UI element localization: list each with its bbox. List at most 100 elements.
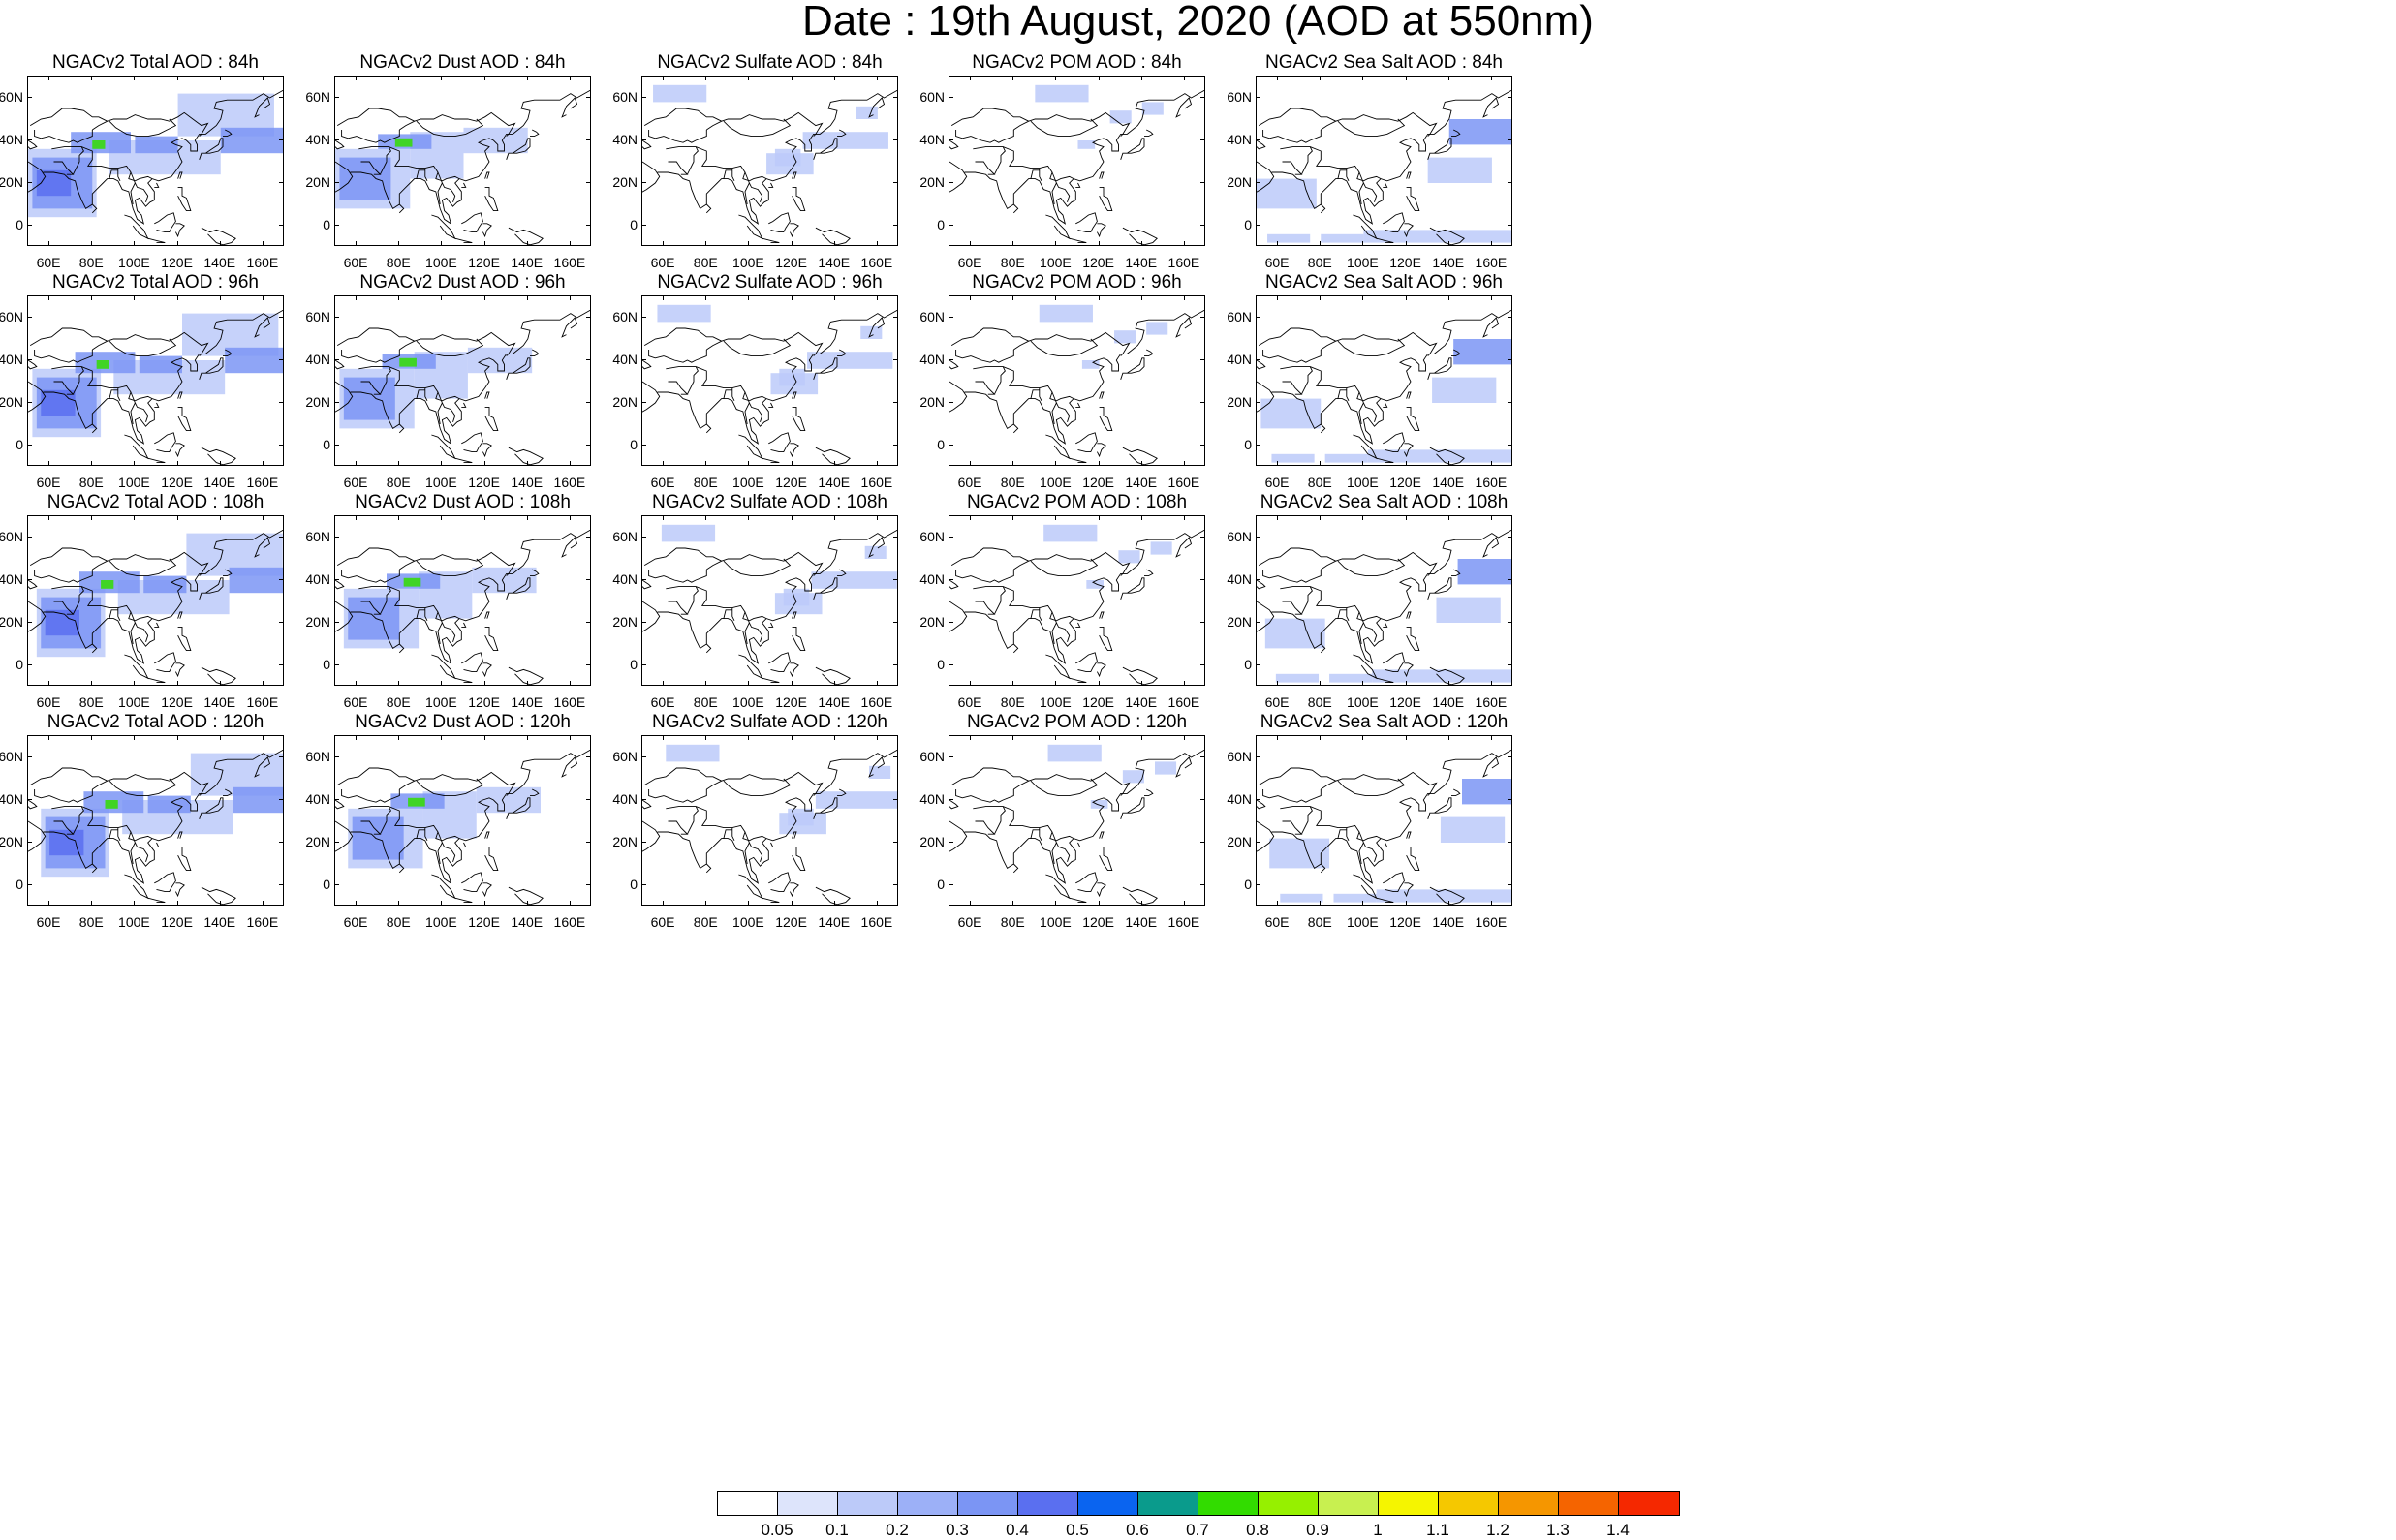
- panel-title: NGACv2 Dust AOD : 120h: [355, 712, 571, 732]
- aod-map-dust-96h: [334, 295, 591, 466]
- lat-tick-label: 60N: [919, 529, 945, 544]
- colorbar-tick-label: 0.7: [1186, 1521, 1209, 1539]
- aod-shaded-region: [1280, 893, 1323, 903]
- lon-tick-label: 100E: [732, 914, 764, 930]
- coastline: [437, 622, 443, 645]
- lon-tick-mark: [91, 295, 93, 300]
- coastline: [1427, 797, 1452, 819]
- lon-tick-mark: [219, 76, 221, 80]
- coastline: [792, 391, 797, 399]
- aod-shaded-region: [399, 357, 417, 367]
- lat-tick-label: 20N: [0, 834, 23, 849]
- coastline: [254, 317, 271, 338]
- lon-tick-label: 60E: [957, 694, 982, 710]
- coastline: [399, 551, 516, 576]
- lon-tick-label: 100E: [1347, 694, 1379, 710]
- coastline: [335, 139, 345, 150]
- lon-tick-label: 120E: [468, 914, 500, 930]
- lat-tick-mark: [586, 97, 591, 98]
- lon-tick-mark: [1055, 76, 1057, 80]
- lat-tick-mark: [27, 445, 32, 446]
- coastline: [744, 611, 763, 642]
- coastline: [762, 677, 780, 684]
- lat-tick-label: 0: [323, 877, 330, 892]
- lat-tick-mark: [1200, 402, 1205, 403]
- lon-tick-mark: [970, 76, 972, 80]
- lon-tick-label: 140E: [203, 914, 236, 930]
- coastline: [124, 434, 149, 460]
- lon-tick-mark: [398, 76, 400, 80]
- coastline: [1358, 391, 1378, 422]
- coastline: [744, 391, 763, 422]
- coastline: [48, 570, 93, 583]
- lat-tick-mark: [949, 537, 953, 538]
- coastline: [117, 168, 121, 182]
- aod-shaded-region: [1114, 330, 1136, 344]
- lat-tick-mark: [1508, 622, 1512, 623]
- coastline: [686, 146, 699, 175]
- lon-tick-label: 140E: [1432, 475, 1465, 490]
- coastline: [1262, 130, 1279, 139]
- lat-tick-mark: [1508, 445, 1512, 446]
- coastline: [1144, 569, 1154, 577]
- coastline: [437, 842, 443, 865]
- coastline: [738, 434, 763, 460]
- coastline: [686, 366, 699, 395]
- coastline: [1012, 423, 1019, 434]
- lat-tick-label: 0: [937, 657, 945, 672]
- colorbar-tick-label: 0.2: [886, 1521, 909, 1539]
- coastline: [43, 89, 283, 225]
- lon-tick-label: 100E: [1347, 475, 1379, 490]
- lat-tick-mark: [949, 664, 953, 665]
- lon-tick-label: 80E: [78, 475, 104, 490]
- lat-tick-mark: [641, 842, 646, 843]
- colorbar-swatch: [1138, 1492, 1198, 1515]
- coastline: [723, 389, 732, 399]
- lon-tick-mark: [398, 901, 400, 906]
- lon-tick-mark: [1362, 735, 1364, 740]
- lon-tick-label: 60E: [650, 694, 675, 710]
- lon-tick-label: 80E: [78, 914, 104, 930]
- coastline: [424, 827, 428, 842]
- lat-tick-mark: [586, 622, 591, 623]
- aod-shaded-region: [467, 347, 533, 374]
- lat-tick-label: 0: [1244, 877, 1252, 892]
- lat-tick-mark: [893, 317, 898, 318]
- coastline: [399, 111, 516, 137]
- lon-tick-mark: [1140, 241, 1142, 246]
- lat-tick-label: 0: [1244, 217, 1252, 232]
- colorbar-swatch: [838, 1492, 898, 1515]
- lon-tick-mark: [441, 76, 443, 80]
- coastline: [561, 756, 578, 778]
- lat-tick-label: 20N: [612, 394, 638, 410]
- lon-tick-mark: [748, 295, 750, 300]
- coastline: [437, 611, 456, 642]
- lon-tick-mark: [663, 241, 665, 246]
- coastline: [1099, 186, 1113, 212]
- lat-tick-label: 40N: [612, 132, 638, 147]
- coastline: [964, 89, 1204, 225]
- coastline: [254, 756, 271, 778]
- aod-shaded-region: [36, 169, 72, 197]
- lat-tick-mark: [949, 317, 953, 318]
- coastline: [336, 108, 415, 126]
- coastline: [29, 767, 108, 785]
- lat-tick-mark: [1256, 664, 1260, 665]
- coastline: [201, 666, 236, 685]
- aod-shaded-region: [802, 132, 888, 149]
- lon-tick-label: 60E: [36, 475, 61, 490]
- lon-tick-label: 60E: [343, 694, 368, 710]
- map-svg: [1257, 529, 1511, 685]
- coastline: [109, 558, 177, 577]
- coastline: [416, 389, 425, 399]
- panel-title: NGACv2 Sea Salt AOD : 96h: [1264, 272, 1503, 293]
- coastline: [642, 579, 652, 590]
- lat-tick-mark: [1256, 182, 1260, 183]
- coastline: [1262, 570, 1279, 579]
- colorbar-swatch: [1619, 1492, 1679, 1515]
- coastline: [561, 97, 578, 118]
- coastline: [454, 677, 473, 684]
- lat-tick-mark: [27, 182, 32, 183]
- lat-tick-label: 60N: [1227, 749, 1252, 764]
- aod-map-total-120h: [27, 735, 284, 906]
